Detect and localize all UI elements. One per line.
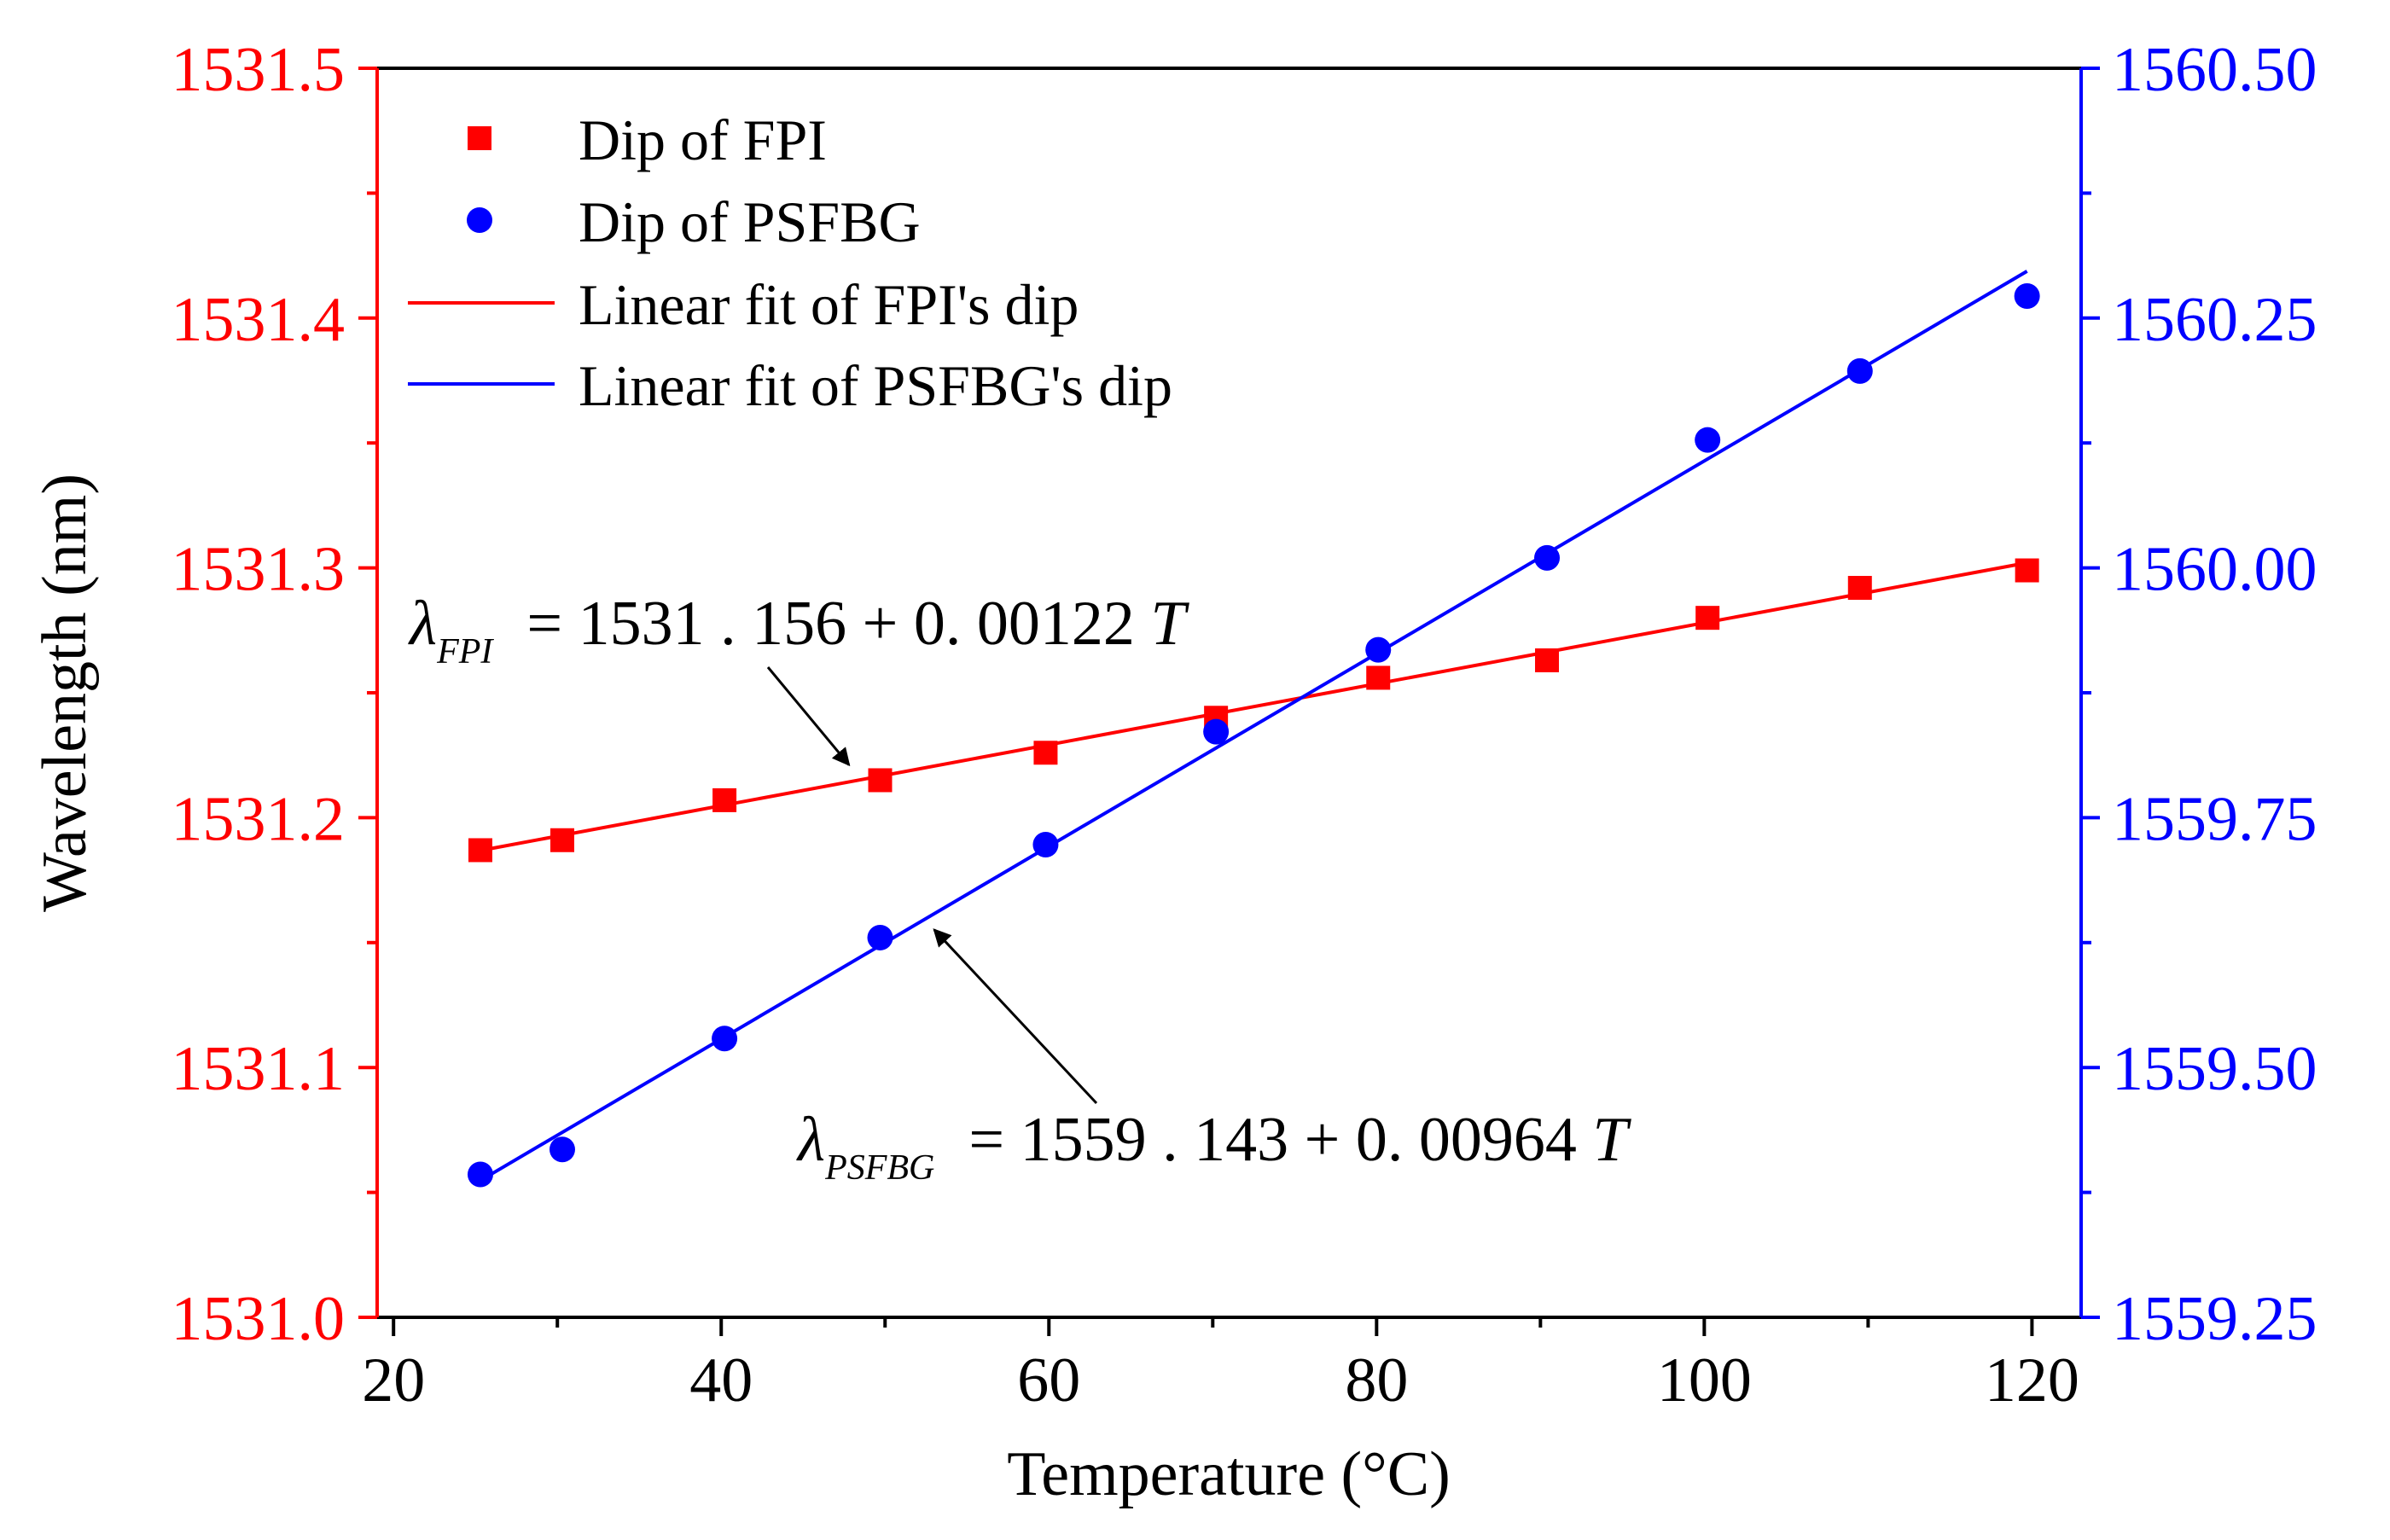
- y-right-tick-label: 1560.00: [2112, 535, 2317, 605]
- x-tick-label: 60: [1017, 1345, 1080, 1415]
- equation-label: λFPI = 1531 . 156 + 0. 00122 T: [408, 589, 1189, 671]
- psfbg-marker: [1203, 718, 1230, 745]
- lambda-symbol: λ: [408, 589, 437, 659]
- y-right-tick-label: 1560.50: [2112, 35, 2317, 105]
- fpi-marker: [868, 768, 893, 793]
- fpi-marker: [1366, 665, 1391, 690]
- equation-text: = 1531 . 156 + 0. 00122: [526, 589, 1150, 659]
- fpi-marker: [712, 787, 737, 812]
- psfbg-marker: [549, 1136, 575, 1163]
- annotation-arrow: [933, 928, 1098, 1105]
- legend-label: Dip of PSFBG: [579, 189, 921, 254]
- equation-variable: T: [1592, 1105, 1631, 1175]
- equation-label: λPSFBG = 1559 . 143 + 0. 00964 T: [796, 1105, 1631, 1188]
- y-axis-title: Wavelength (nm): [30, 474, 100, 912]
- annotation-arrow: [766, 666, 851, 767]
- lambda-symbol: λ: [796, 1105, 825, 1175]
- psfbg-marker: [1846, 357, 1873, 384]
- x-tick-label: 40: [689, 1345, 753, 1415]
- y-left-tick-label: 1531.4: [172, 285, 346, 355]
- x-tick-label: 100: [1657, 1345, 1752, 1415]
- psfbg-marker: [1365, 636, 1392, 663]
- psfbg-marker: [712, 1026, 738, 1052]
- y-left-tick-label: 1531.0: [172, 1284, 346, 1354]
- psfbg-marker: [467, 1161, 493, 1188]
- psfbg-marker: [867, 924, 893, 950]
- fpi-marker: [2015, 558, 2039, 583]
- psfbg-marker: [2014, 283, 2040, 310]
- y-right-tick-label: 1559.50: [2112, 1034, 2317, 1104]
- y-left-tick-label: 1531.1: [172, 1034, 346, 1104]
- fpi-marker: [1695, 606, 1720, 631]
- psfbg-marker: [1534, 544, 1561, 571]
- fpi-marker: [1535, 648, 1560, 672]
- fpi-marker: [468, 838, 492, 863]
- legend-label: Dip of FPI: [579, 108, 827, 172]
- y-left-tick-label: 1531.2: [172, 784, 346, 854]
- x-tick-label: 120: [1985, 1345, 2079, 1415]
- lambda-subscript: FPI: [436, 632, 494, 671]
- y-axis-left: 1531.0 1531.1 1531.2 1531.3 1531.4 1531.5: [172, 35, 377, 1354]
- x-tick-label: 80: [1345, 1345, 1408, 1415]
- x-axis-title: Temperature (°C): [1007, 1439, 1451, 1509]
- lambda-subscript: PSFBG: [824, 1148, 934, 1188]
- fit-lines: [479, 270, 2028, 1183]
- data-markers: [467, 283, 2040, 1188]
- legend-fpi-marker: [468, 126, 491, 150]
- y-right-tick-label: 1559.75: [2112, 784, 2317, 854]
- legend-label: Linear fit of FPI's dip: [579, 272, 1079, 337]
- equation-text: = 1559 . 143 + 0. 00964: [968, 1105, 1592, 1175]
- fit-line: [479, 270, 2028, 1183]
- fpi-marker: [1033, 741, 1058, 765]
- y-left-tick-label: 1531.3: [172, 535, 346, 605]
- psfbg-marker: [1695, 427, 1721, 453]
- fit-line: [480, 561, 2027, 852]
- fpi-marker: [550, 828, 574, 852]
- legend: Dip of FPI Dip of PSFBG Linear fit of FPI'…: [408, 108, 1172, 418]
- y-left-tick-label: 1531.5: [172, 35, 346, 105]
- fpi-marker: [1847, 576, 1872, 601]
- x-tick-label: 20: [362, 1345, 425, 1415]
- x-axis: 20 40 60 80 100 120: [362, 1317, 2079, 1415]
- y-axis-right: 1559.25 1559.50 1559.75 1560.00 1560.25 1560.…: [2081, 35, 2317, 1354]
- psfbg-marker: [1032, 832, 1059, 858]
- legend-label: Linear fit of PSFBG's dip: [579, 353, 1172, 418]
- y-right-tick-label: 1559.25: [2112, 1284, 2317, 1354]
- legend-psfbg-marker: [467, 207, 492, 233]
- equation-variable: T: [1150, 589, 1189, 659]
- y-right-tick-label: 1560.25: [2112, 285, 2317, 355]
